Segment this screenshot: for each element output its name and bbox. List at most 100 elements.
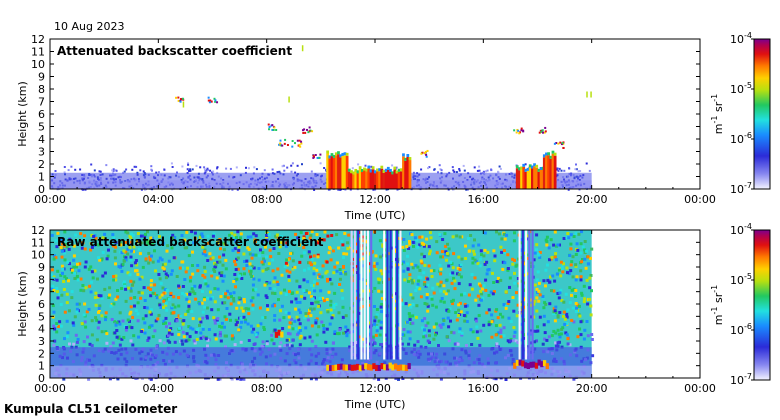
signal-cell xyxy=(563,169,566,172)
signal-cell xyxy=(247,248,251,251)
signal-cell xyxy=(406,330,410,334)
signal-cell xyxy=(446,289,450,293)
signal-cell xyxy=(142,286,146,290)
signal-cell xyxy=(333,265,337,269)
cloud-cell xyxy=(350,173,353,189)
x-tick-label: 04:00 xyxy=(142,382,174,395)
signal-cell xyxy=(326,234,330,238)
signal-cell xyxy=(67,247,71,251)
cloud-cell xyxy=(384,171,388,189)
signal-cell xyxy=(124,256,128,260)
signal-cell xyxy=(426,277,430,281)
signal-cell xyxy=(554,311,558,314)
cloud-fragment xyxy=(301,129,304,132)
signal-cell xyxy=(90,344,94,348)
attenuated-column xyxy=(528,230,531,360)
signal-cell xyxy=(255,335,259,339)
cloud-edge xyxy=(380,165,384,169)
signal-cell xyxy=(411,281,415,285)
signal-cell xyxy=(325,270,329,274)
signal-cell xyxy=(160,293,164,297)
signal-cell xyxy=(561,326,565,330)
signal-cell xyxy=(281,241,285,245)
signal-cell xyxy=(499,278,503,282)
cloud-edge xyxy=(531,165,534,169)
signal-cell xyxy=(520,303,524,307)
signal-cell xyxy=(309,307,313,311)
cloud-edge xyxy=(542,154,546,158)
signal-cell xyxy=(562,315,565,318)
signal-cell xyxy=(341,305,345,309)
cloud-edge xyxy=(549,155,553,159)
signal-cell xyxy=(283,169,286,172)
signal-cell xyxy=(411,303,415,307)
cloud-cell xyxy=(341,155,345,189)
signal-cell xyxy=(313,261,317,265)
signal-cell xyxy=(236,250,240,254)
signal-cell xyxy=(228,238,232,242)
cloud-fragment xyxy=(543,131,546,134)
signal-cell xyxy=(51,304,55,308)
signal-cell xyxy=(236,267,240,271)
signal-cell xyxy=(566,337,570,341)
signal-cell xyxy=(98,304,102,308)
signal-cell xyxy=(291,291,295,295)
signal-cell xyxy=(407,247,411,250)
signal-cell xyxy=(457,282,461,286)
cloud-cell xyxy=(377,365,382,372)
signal-cell xyxy=(330,234,334,237)
signal-cell xyxy=(65,335,69,339)
signal-cell xyxy=(111,341,115,345)
cloud-cell xyxy=(361,364,365,371)
colorbar-label: m-1 sr-1 xyxy=(710,285,725,325)
signal-cell xyxy=(277,298,280,302)
signal-cell xyxy=(322,299,326,303)
y-tick-label: 7 xyxy=(38,286,45,299)
signal-cell xyxy=(489,290,493,294)
signal-cell xyxy=(237,248,241,252)
signal-cell xyxy=(84,325,88,329)
cloud-cell xyxy=(402,156,405,189)
signal-cell xyxy=(50,289,54,292)
signal-cell xyxy=(475,319,478,323)
signal-cell xyxy=(253,238,257,242)
cloud-fragment xyxy=(520,129,523,132)
signal-cell xyxy=(90,233,94,237)
signal-cell xyxy=(589,304,593,308)
signal-cell xyxy=(124,258,128,262)
signal-cell xyxy=(502,303,506,307)
signal-cell xyxy=(287,279,291,282)
signal-cell xyxy=(245,166,247,169)
signal-cell xyxy=(562,237,566,240)
signal-cell xyxy=(95,318,99,322)
signal-cell xyxy=(345,332,349,336)
signal-cell xyxy=(458,330,461,334)
signal-cell xyxy=(72,258,76,262)
signal-cell xyxy=(273,304,277,308)
signal-cell xyxy=(464,304,468,308)
attenuated-column xyxy=(396,230,399,360)
signal-cell xyxy=(538,255,542,259)
signal-cell xyxy=(574,168,577,171)
signal-cell xyxy=(556,292,560,295)
panel-title: Attenuated backscatter coefficient xyxy=(57,44,292,58)
signal-cell xyxy=(295,279,299,283)
signal-cell xyxy=(125,326,129,329)
signal-cell xyxy=(203,275,207,279)
signal-cell xyxy=(264,294,268,298)
signal-cell xyxy=(117,265,121,269)
x-axis-label: Time (UTC) xyxy=(344,209,406,222)
signal-cell xyxy=(307,250,311,254)
signal-cell xyxy=(401,333,405,337)
signal-cell xyxy=(114,245,118,249)
signal-cell xyxy=(66,260,70,264)
signal-cell xyxy=(120,251,124,255)
signal-cell xyxy=(437,171,439,174)
signal-cell xyxy=(557,296,561,300)
signal-cell xyxy=(63,244,67,248)
cloud-cell xyxy=(326,153,330,189)
signal-cell xyxy=(315,268,319,272)
signal-cell xyxy=(495,342,499,346)
signal-cell xyxy=(278,245,282,249)
attenuated-column xyxy=(357,230,360,360)
